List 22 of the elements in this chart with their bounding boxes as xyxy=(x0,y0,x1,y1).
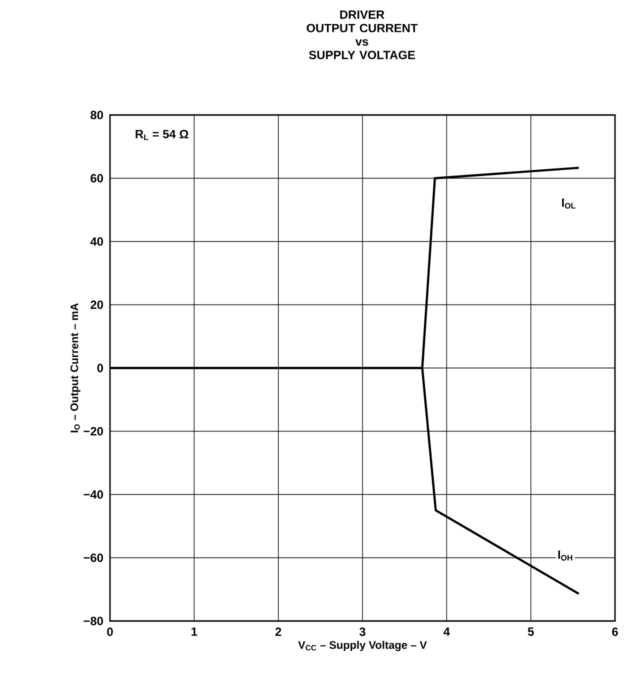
x-tick-label: 3 xyxy=(359,628,366,636)
y-tick-label: 40 xyxy=(90,237,103,246)
y-tick-label: −60 xyxy=(84,554,103,562)
x-tick-label: 1 xyxy=(192,628,198,636)
x-tick-label: 0 xyxy=(107,628,113,636)
annotation: R$_{L}$ = 54 Ω xyxy=(136,130,188,140)
annotation: I$_{OL}$ xyxy=(562,198,576,209)
y-tick-label: −40 xyxy=(84,490,103,499)
y-tick-label: −80 xyxy=(84,616,103,626)
y-tick-label: 20 xyxy=(90,300,103,309)
y-tick-label: 0 xyxy=(97,364,103,372)
y-tick-label: 60 xyxy=(90,174,103,182)
x-tick-label: 4 xyxy=(444,628,450,636)
y-tick-label: 80 xyxy=(90,110,103,120)
x-tick-label: 5 xyxy=(528,628,534,636)
chart-title: DRIVER OUTPUT CURRENT vs SUPPLY VOLTAGE xyxy=(306,10,418,60)
x-tick-label: 2 xyxy=(275,628,282,636)
x-axis-title: V$_{CC}$ – Supply Voltage – V xyxy=(298,640,427,652)
annotation: I$_{OH}$ xyxy=(558,550,572,561)
y-tick-label: −20 xyxy=(84,427,103,436)
x-tick-label: 6 xyxy=(612,628,618,636)
y-axis-title: I$_{O}$ – Output Current – mA xyxy=(70,303,80,432)
